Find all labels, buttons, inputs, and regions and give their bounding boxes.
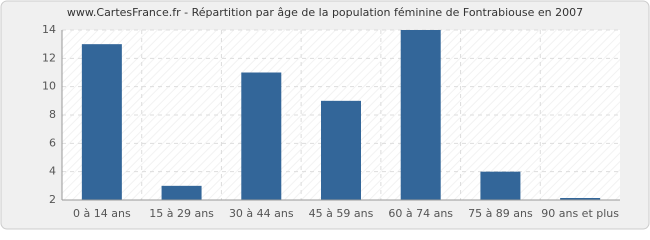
chart-title: www.CartesFrance.fr - Répartition par âg… [67, 6, 583, 19]
y-tick-label: 14 [42, 23, 56, 36]
bar [400, 30, 441, 200]
bar [241, 72, 282, 200]
chart: www.CartesFrance.fr - Répartition par âg… [0, 0, 650, 230]
y-tick-label: 6 [49, 136, 56, 149]
x-tick-label: 75 à 89 ans [468, 207, 533, 220]
y-tick-label: 4 [49, 165, 56, 178]
y-tick-label: 2 [49, 193, 56, 206]
bar [81, 44, 122, 200]
x-tick-label: 45 à 59 ans [309, 207, 374, 220]
y-tick-label: 10 [42, 80, 56, 93]
bar [321, 100, 361, 200]
x-tick-label: 15 à 29 ans [149, 207, 214, 220]
bar [480, 171, 521, 200]
y-tick-label: 12 [42, 51, 56, 64]
bar [161, 185, 202, 200]
y-tick-label: 8 [49, 108, 56, 121]
x-tick-label: 0 à 14 ans [73, 207, 131, 220]
x-tick-label: 90 ans et plus [541, 207, 619, 220]
bar [560, 198, 601, 200]
x-tick-label: 30 à 44 ans [229, 207, 294, 220]
x-tick-label: 60 à 74 ans [388, 207, 453, 220]
